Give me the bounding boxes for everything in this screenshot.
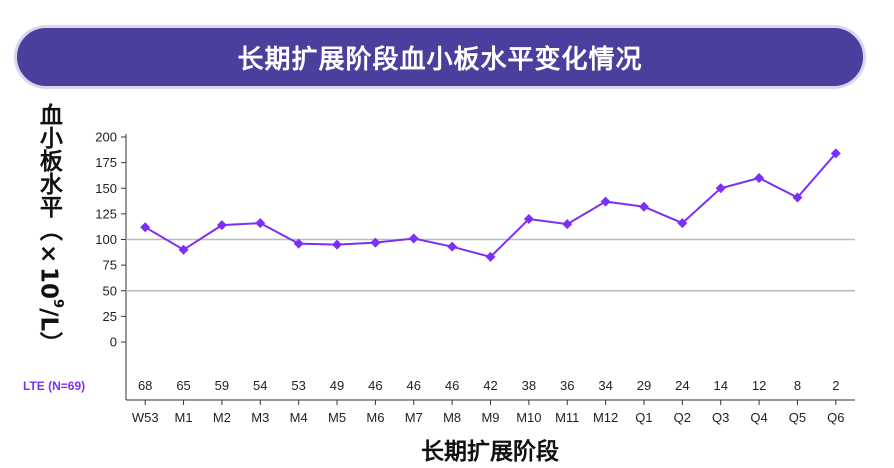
y-tick-label: 200	[95, 130, 117, 145]
x-tick-label: Q6	[827, 410, 844, 425]
x-tick-label: M10	[516, 410, 541, 425]
n-value: 42	[483, 378, 497, 393]
x-axis-label: 长期扩展阶段	[421, 439, 559, 465]
n-value: 49	[330, 378, 344, 393]
data-point	[677, 218, 688, 229]
n-value: 46	[445, 378, 459, 393]
x-tick-label: M3	[251, 410, 269, 425]
title-banner: 长期扩展阶段血小板水平变化情况	[14, 25, 866, 89]
data-point	[792, 192, 803, 203]
data-point	[638, 201, 649, 212]
n-value: 8	[794, 378, 801, 393]
n-value: 34	[598, 378, 612, 393]
data-point	[216, 220, 227, 231]
data-point	[715, 183, 726, 194]
data-point	[523, 214, 534, 224]
n-value: 24	[675, 378, 689, 393]
x-tick-label: M1	[175, 410, 193, 425]
n-value: 14	[713, 378, 727, 393]
data-point	[408, 233, 419, 244]
n-value: 54	[253, 378, 267, 393]
y-axis-label-main: 血小板水平（×10	[35, 103, 62, 300]
y-tick-label: 25	[103, 309, 117, 324]
reference-lines	[126, 238, 855, 292]
x-tick-label: Q2	[674, 410, 691, 425]
y-tick-label: 0	[110, 335, 117, 350]
n-row: LTE (N=69) 68 65 59 54 53 49 46 46 46 42 38 36 34 29 24…	[23, 378, 839, 393]
x-tick-label: M4	[290, 410, 308, 425]
y-tick-label: 100	[95, 232, 117, 247]
x-tick-label: M8	[443, 410, 461, 425]
y-axis-label-sup: 9	[50, 299, 65, 309]
n-value: 46	[368, 378, 382, 393]
n-value: 2	[832, 378, 839, 393]
n-value: 36	[560, 378, 574, 393]
data-point	[178, 244, 189, 255]
n-value: 38	[522, 378, 536, 393]
n-value: 12	[752, 378, 766, 393]
series	[140, 148, 841, 262]
x-tick-label: Q1	[635, 410, 652, 425]
x-tick-label: Q4	[750, 410, 767, 425]
x-tick-label: M2	[213, 410, 231, 425]
n-value: 65	[176, 378, 190, 393]
data-point	[140, 222, 151, 233]
y-tick-label: 125	[95, 206, 117, 221]
data-point	[447, 241, 458, 252]
n-value: 59	[215, 378, 229, 393]
y-axis-label: 血小板水平（×109/L）	[35, 103, 77, 355]
data-point	[293, 238, 304, 249]
x-tick-label: M9	[481, 410, 499, 425]
x-tick-labels: W53 M1 M2 M3 M4 M5 M6 M7 M8 M9 M10 M11 M12 Q1 Q2 Q3 Q4 Q5…	[132, 400, 844, 425]
chart-title: 长期扩展阶段血小板水平变化情况	[237, 44, 643, 75]
x-tick-label: M5	[328, 410, 346, 425]
x-tick-label: M11	[555, 410, 579, 425]
n-value: 29	[637, 378, 651, 393]
n-row-label: LTE (N=69)	[23, 379, 85, 393]
data-point	[600, 196, 611, 207]
x-tick-label: M7	[405, 410, 423, 425]
y-tick-label: 150	[95, 181, 117, 196]
y-tick-label: 175	[95, 155, 117, 170]
x-tick-label: M12	[593, 410, 618, 425]
x-tick-label: Q3	[712, 410, 729, 425]
x-tick-label: Q5	[789, 410, 806, 425]
y-tick-labels: 0 25 50 75 100 125 150 175 200	[95, 130, 126, 350]
x-tick-label: M6	[366, 410, 384, 425]
data-point	[485, 251, 496, 262]
data-point	[562, 219, 573, 230]
y-axis-label-tail: /L）	[35, 308, 62, 355]
y-tick-label: 75	[103, 258, 117, 273]
y-tick-label: 50	[103, 283, 117, 298]
data-point	[754, 173, 765, 183]
x-tick-label: W53	[132, 410, 159, 425]
data-point	[332, 239, 343, 250]
data-point	[830, 148, 841, 159]
series-line	[144, 152, 837, 259]
axes	[125, 134, 855, 401]
n-value: 53	[291, 378, 305, 393]
data-point	[255, 218, 266, 229]
data-point	[370, 237, 381, 248]
n-value: 46	[407, 378, 421, 393]
n-value: 68	[138, 378, 152, 393]
